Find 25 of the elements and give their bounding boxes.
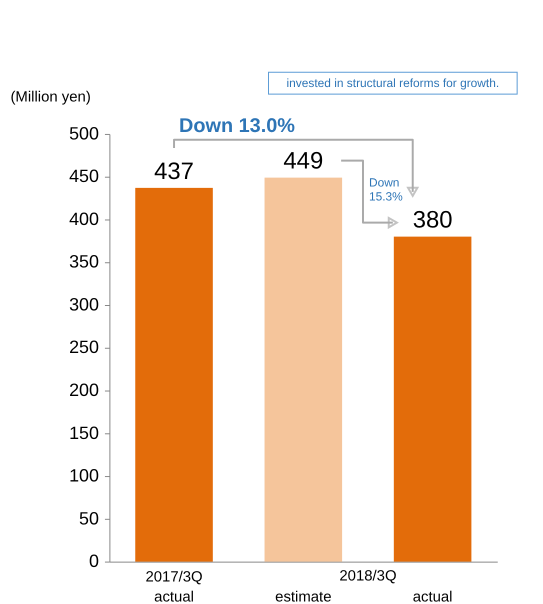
y-axis-title: (Million yen) xyxy=(10,90,91,106)
y-tick-label: 100 xyxy=(69,466,99,486)
y-tick-label: 450 xyxy=(69,166,99,186)
y-tick-label: 50 xyxy=(79,508,99,528)
data-label: 449 xyxy=(283,148,324,175)
y-tick-label: 350 xyxy=(69,252,99,272)
y-tick-label: 200 xyxy=(69,380,99,400)
y-tick-label: 400 xyxy=(69,208,99,229)
data-label: 380 xyxy=(412,206,453,234)
annotation: Down 13.0% xyxy=(179,114,296,137)
text: 2018/3Q xyxy=(339,568,397,584)
data-label: 437 xyxy=(154,158,194,185)
y-tick-label: 500 xyxy=(69,123,99,144)
x-tick-label: actual xyxy=(412,589,452,604)
x-tick-label: estimate xyxy=(275,589,332,604)
x-tick-label: 2017/3Q actual xyxy=(145,569,203,604)
y-tick-label: 250 xyxy=(69,337,99,358)
text: invested in structural reforms for growth. xyxy=(286,76,500,90)
y-tick-label: 150 xyxy=(69,422,99,443)
bar xyxy=(394,236,472,562)
bar xyxy=(264,178,342,562)
annotation: Down 15.3% xyxy=(368,176,404,204)
bar xyxy=(135,188,213,562)
y-tick-label: 0 xyxy=(89,551,99,572)
y-tick-label: 300 xyxy=(69,294,99,314)
